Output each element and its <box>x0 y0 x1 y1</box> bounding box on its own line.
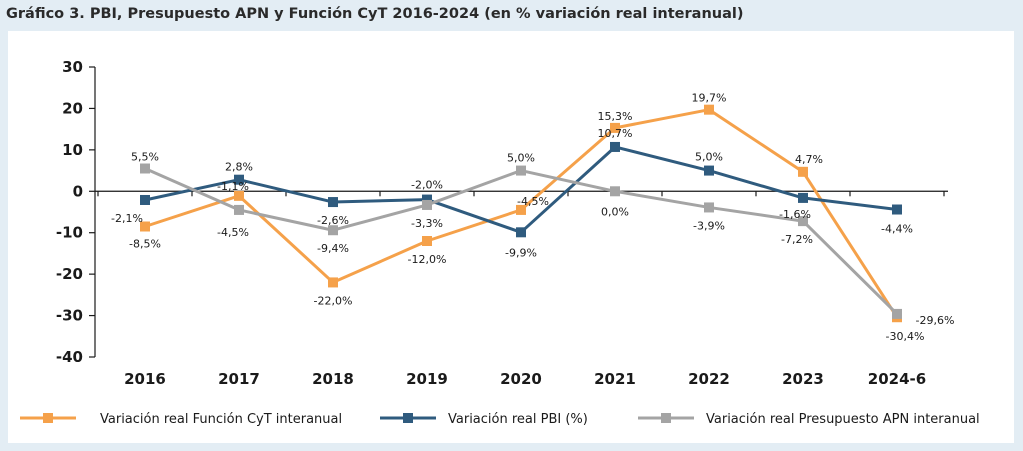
data-point <box>516 204 526 215</box>
data-point <box>798 192 808 203</box>
legend-marker <box>43 413 53 423</box>
series-apn <box>140 163 902 319</box>
data-label: 4,7% <box>795 153 823 166</box>
data-label: -2,0% <box>411 179 443 192</box>
data-label: -1,6% <box>779 208 811 221</box>
y-tick-label: -10 <box>56 224 83 242</box>
legend-label: Variación real Función CyT interanual <box>100 412 342 427</box>
legend-label: Variación real Presupuesto APN interanua… <box>706 412 980 427</box>
data-point <box>422 236 432 246</box>
data-point <box>422 199 432 210</box>
data-label: -7,2% <box>781 233 813 246</box>
data-point <box>328 225 338 236</box>
legend-pbi: Variación real PBI (%) <box>380 412 588 427</box>
data-label: -3,9% <box>693 219 725 232</box>
data-label: -22,0% <box>314 294 353 307</box>
data-label: 10,7% <box>598 127 633 140</box>
chart-axes: 30 20 10 0 -10 -20 -30 -40 2016 2017 2018 2019 2020 2… <box>56 58 948 388</box>
data-label: -29,6% <box>916 314 955 327</box>
data-label: 0,0% <box>601 205 629 218</box>
data-label: -3,3% <box>411 217 443 230</box>
data-point <box>704 202 714 213</box>
x-tick-label: 2022 <box>688 370 730 388</box>
y-tick-label: 30 <box>62 58 83 76</box>
data-point <box>610 186 620 197</box>
data-label: -4,5% <box>217 226 249 239</box>
data-point <box>140 221 150 232</box>
data-label: 5,0% <box>507 152 535 165</box>
legend-marker <box>661 413 671 423</box>
x-tick-label: 2024-6 <box>868 370 926 388</box>
data-label: 5,0% <box>695 151 723 164</box>
y-tick-label: -30 <box>56 307 83 325</box>
y-tick-label: 0 <box>73 182 83 200</box>
data-point <box>516 165 526 176</box>
data-label: -9,4% <box>317 242 349 255</box>
data-point <box>328 197 338 208</box>
chart-legend: Variación real Función CyT interanual Var… <box>20 412 980 427</box>
series-pbi <box>140 141 902 238</box>
data-point <box>140 194 150 205</box>
data-point <box>234 174 244 185</box>
chart-title: Gráfico 3. PBI, Presupuesto APN y Funció… <box>6 6 744 22</box>
chart-series <box>140 104 902 323</box>
data-point <box>234 204 244 215</box>
data-label: 5,5% <box>131 151 159 164</box>
y-tick-label: 20 <box>62 99 83 117</box>
data-label: 2,8% <box>225 161 253 174</box>
data-label: -9,9% <box>505 246 537 259</box>
x-tick-label: 2016 <box>124 370 166 388</box>
data-label: -4,4% <box>881 223 913 236</box>
x-tick-label: 2020 <box>500 370 542 388</box>
data-label: -2,6% <box>317 214 349 227</box>
data-point <box>892 308 902 319</box>
legend-marker <box>403 413 413 423</box>
y-tick-label: -40 <box>56 348 83 366</box>
legend-apn: Variación real Presupuesto APN interanua… <box>638 412 980 427</box>
x-tick-label: 2021 <box>594 370 636 388</box>
y-tick-label: -20 <box>56 265 83 283</box>
data-point <box>798 216 808 227</box>
chart-panel: 30 20 10 0 -10 -20 -30 -40 2016 2017 2018 2019 2020 2… <box>8 31 1014 443</box>
x-tick-label: 2018 <box>312 370 354 388</box>
legend-cyt: Variación real Función CyT interanual <box>20 412 342 427</box>
data-point <box>610 141 620 152</box>
y-tick-label: 10 <box>62 141 83 159</box>
data-point <box>892 204 902 215</box>
data-point <box>704 104 714 115</box>
series-cyt <box>140 104 902 323</box>
chart-data-labels: -8,5% -1,1% -22,0% -12,0% -4,5% 15,3% 19,7% 4,7… <box>111 92 954 344</box>
line-chart: 30 20 10 0 -10 -20 -30 -40 2016 2017 2018 2019 2020 2… <box>20 58 980 427</box>
data-label: 15,3% <box>598 110 633 123</box>
x-tick-label: 2019 <box>406 370 448 388</box>
data-point <box>704 165 714 176</box>
data-point <box>140 163 150 174</box>
data-point <box>798 166 808 177</box>
data-label: -12,0% <box>408 253 447 266</box>
data-point <box>328 277 338 288</box>
legend-label: Variación real PBI (%) <box>448 412 588 427</box>
x-tick-label: 2017 <box>218 370 260 388</box>
data-label: 19,7% <box>692 92 727 105</box>
data-point <box>234 190 244 201</box>
data-label: -30,4% <box>886 330 925 343</box>
x-tick-label: 2023 <box>782 370 824 388</box>
data-label: -8,5% <box>129 238 161 251</box>
data-label: -2,1% <box>111 212 143 225</box>
data-point <box>516 227 526 238</box>
data-label: -4,5% <box>517 195 549 208</box>
data-point <box>422 194 432 205</box>
data-label: -1,1% <box>217 180 249 193</box>
data-point <box>610 122 620 133</box>
